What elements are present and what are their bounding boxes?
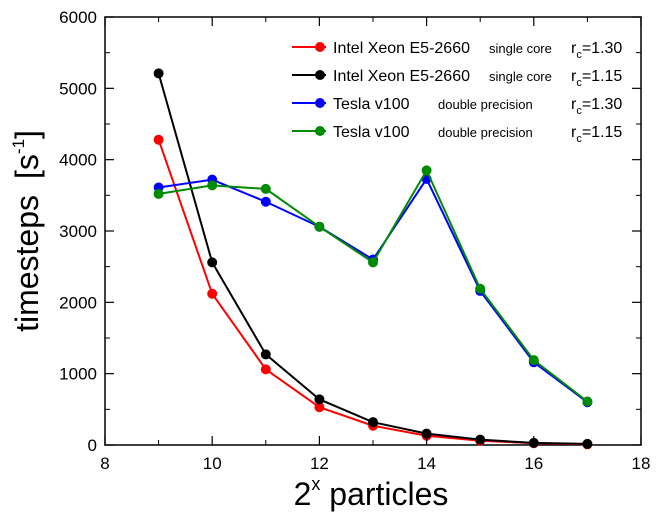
series-line bbox=[158, 168, 589, 403]
x-axis-label-exp: x bbox=[311, 474, 320, 494]
legend-device: Tesla v100 bbox=[333, 124, 410, 141]
x-tick-label: 8 bbox=[100, 454, 109, 473]
legend-swatch-marker bbox=[315, 70, 325, 80]
data-point bbox=[528, 355, 539, 366]
data-point bbox=[368, 417, 378, 428]
legend-swatch-marker bbox=[315, 98, 325, 108]
data-point bbox=[207, 288, 218, 299]
legend-swatch-marker bbox=[315, 42, 325, 52]
y-axis-label-unit-exp: -1 bbox=[9, 139, 28, 154]
x-tick-label: 10 bbox=[203, 454, 222, 473]
x-axis-label: 2x particles bbox=[294, 474, 449, 512]
data-point bbox=[368, 257, 378, 268]
data-point bbox=[207, 180, 218, 191]
legend: Intel Xeon E5-2660 single core rc=1.30Inte… bbox=[292, 40, 622, 145]
x-tick-label: 18 bbox=[632, 454, 651, 473]
legend-mode: single core bbox=[489, 41, 552, 56]
legend-mode: double precision bbox=[438, 125, 533, 140]
data-point bbox=[421, 428, 432, 439]
legend-rc: rc=1.15 bbox=[571, 68, 622, 89]
legend-swatch-marker bbox=[315, 126, 325, 136]
legend-device: Tesla v100 bbox=[333, 96, 410, 113]
x-tick-label: 14 bbox=[417, 454, 436, 473]
legend-rc: rc=1.30 bbox=[571, 96, 622, 117]
series-4 bbox=[153, 165, 593, 407]
y-tick-label: 1000 bbox=[59, 365, 97, 384]
x-tick-label: 16 bbox=[524, 454, 543, 473]
data-point bbox=[153, 134, 164, 145]
data-point bbox=[314, 394, 325, 405]
legend-mode: double precision bbox=[438, 97, 533, 112]
data-point bbox=[260, 364, 271, 375]
series-line bbox=[158, 176, 588, 404]
y-axis-label-unit-open: [s bbox=[9, 154, 45, 179]
y-tick-label: 3000 bbox=[59, 222, 97, 241]
y-axis-label-unit-close: ] bbox=[9, 130, 45, 139]
y-tick-label: 6000 bbox=[59, 8, 97, 27]
series-3 bbox=[153, 173, 593, 408]
legend-entry-1: Intel Xeon E5-2660 single core rc=1.30 bbox=[292, 40, 622, 61]
data-point bbox=[314, 221, 325, 232]
data-point bbox=[153, 188, 164, 199]
data-point bbox=[314, 402, 325, 413]
y-tick-label: 5000 bbox=[59, 79, 97, 98]
data-point bbox=[153, 68, 164, 79]
legend-device: Intel Xeon E5-2660 bbox=[333, 40, 470, 57]
data-point bbox=[260, 196, 271, 207]
data-point bbox=[260, 183, 271, 194]
data-point bbox=[582, 396, 593, 407]
y-tick-label: 2000 bbox=[59, 293, 97, 312]
legend-entry-3: Tesla v100 double precision rc=1.30 bbox=[292, 96, 622, 117]
x-axis-label-rest: particles bbox=[320, 476, 448, 512]
legend-rc: rc=1.30 bbox=[571, 40, 622, 61]
y-tick-label: 0 bbox=[88, 436, 97, 455]
legend-entry-2: Intel Xeon E5-2660 single core rc=1.15 bbox=[292, 68, 622, 89]
legend-rc: rc=1.15 bbox=[571, 124, 622, 145]
data-point bbox=[260, 349, 271, 360]
data-point bbox=[475, 283, 486, 294]
y-axis-label-main: timesteps bbox=[9, 195, 45, 332]
y-tick-label: 4000 bbox=[59, 151, 97, 170]
axes-layer: 8 10 12 14 16 18 0 1000 2000 3000 4000 5000 6000 bbox=[59, 8, 650, 473]
data-point bbox=[207, 257, 218, 268]
legend-device: Intel Xeon E5-2660 bbox=[333, 68, 470, 85]
data-point bbox=[421, 165, 432, 176]
legend-mode: single core bbox=[489, 69, 552, 84]
data-point bbox=[475, 434, 486, 445]
legend-entry-4: Tesla v100 double precision rc=1.15 bbox=[292, 124, 622, 145]
y-axis-label: timesteps [s-1] bbox=[9, 130, 45, 332]
x-tick-label: 12 bbox=[310, 454, 329, 473]
x-axis-label-base: 2 bbox=[294, 476, 312, 512]
